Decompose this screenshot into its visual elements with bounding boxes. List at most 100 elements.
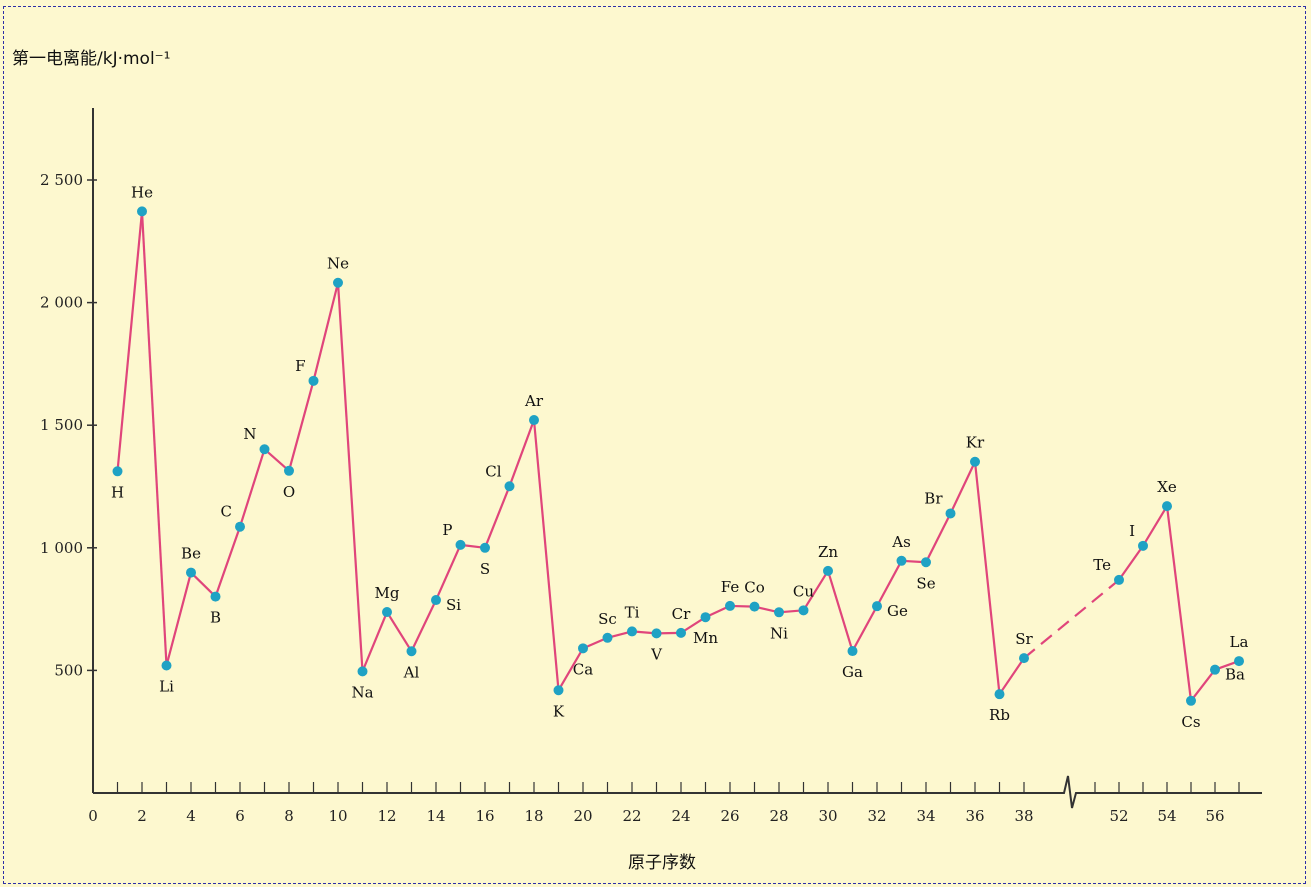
series-segment bbox=[263, 448, 290, 472]
data-label-k: K bbox=[553, 702, 565, 720]
series-segment bbox=[336, 282, 364, 672]
data-label-fe: Fe bbox=[721, 578, 740, 596]
x-tick-label: 38 bbox=[1014, 807, 1033, 825]
data-label-ti: Ti bbox=[625, 603, 640, 621]
data-point-co bbox=[749, 601, 760, 612]
y-tick-label: 500 bbox=[54, 661, 83, 679]
data-label-xe: Xe bbox=[1157, 478, 1177, 496]
series-segment bbox=[998, 657, 1025, 695]
data-label-n: N bbox=[243, 425, 256, 443]
data-point-k bbox=[553, 685, 564, 696]
data-label-ge: Ge bbox=[887, 602, 908, 620]
data-label-zn: Zn bbox=[818, 543, 838, 561]
series-segment bbox=[238, 448, 266, 528]
data-label-f: F bbox=[295, 357, 305, 375]
series-segment bbox=[508, 419, 536, 487]
data-point-al bbox=[406, 646, 417, 657]
data-label-ba: Ba bbox=[1225, 666, 1245, 684]
data-point-cs bbox=[1186, 695, 1196, 706]
series-segment bbox=[949, 461, 976, 514]
series-segment bbox=[826, 570, 854, 652]
series-segment bbox=[851, 605, 878, 652]
data-point-as bbox=[896, 555, 907, 566]
data-label-mn: Mn bbox=[693, 629, 718, 647]
data-label-ar: Ar bbox=[524, 392, 544, 410]
series-segment bbox=[190, 571, 217, 598]
series-segment bbox=[434, 544, 462, 601]
data-label-sr: Sr bbox=[1015, 630, 1033, 648]
series-segment bbox=[140, 211, 168, 666]
data-label-cs: Cs bbox=[1181, 713, 1200, 731]
data-point-n bbox=[259, 444, 270, 455]
series-segment bbox=[1118, 545, 1144, 581]
x-tick-label: 36 bbox=[965, 807, 984, 825]
x-tick-label: 34 bbox=[916, 807, 935, 825]
y-tick-label: 2 000 bbox=[40, 294, 83, 312]
x-tick-label: 20 bbox=[573, 807, 592, 825]
data-point-f bbox=[308, 375, 319, 386]
data-label-ne: Ne bbox=[327, 255, 349, 273]
y-axis-title: 第一电离能/kJ·mol⁻¹ bbox=[12, 49, 170, 69]
series-segment bbox=[361, 611, 389, 672]
series-segment bbox=[532, 419, 560, 691]
y-tick-label: 1 000 bbox=[40, 539, 83, 557]
data-label-br: Br bbox=[924, 489, 943, 507]
data-point-ti bbox=[627, 626, 637, 637]
data-label-al: Al bbox=[403, 663, 420, 681]
data-label-sc: Sc bbox=[598, 610, 617, 628]
y-tick-label: 1 500 bbox=[40, 416, 83, 434]
series-segment bbox=[410, 599, 437, 652]
data-point-li bbox=[161, 660, 172, 671]
data-label-c: C bbox=[221, 503, 232, 521]
data-point-v bbox=[651, 628, 662, 639]
data-point-sc bbox=[602, 632, 613, 643]
data-label-se: Se bbox=[916, 574, 935, 592]
data-point-b bbox=[210, 591, 221, 602]
x-tick-label: 56 bbox=[1205, 807, 1224, 825]
data-point-mn bbox=[700, 612, 711, 623]
data-label-v: V bbox=[650, 645, 663, 663]
series-segment bbox=[214, 526, 242, 597]
data-label-si: Si bbox=[446, 596, 461, 614]
data-point-mg bbox=[382, 607, 392, 618]
data-point-s bbox=[480, 542, 490, 553]
data-point-ca bbox=[578, 643, 588, 654]
data-label-he: He bbox=[131, 183, 153, 201]
data-point-br bbox=[945, 508, 956, 519]
data-point-fe bbox=[725, 600, 735, 611]
series-segment bbox=[165, 572, 193, 666]
data-label-p: P bbox=[442, 521, 452, 539]
data-label-b: B bbox=[210, 609, 221, 627]
data-label-i: I bbox=[1129, 522, 1135, 540]
x-tick-label: 24 bbox=[671, 807, 690, 825]
series-segment bbox=[876, 560, 903, 607]
data-label-ga: Ga bbox=[842, 663, 863, 681]
data-point-i bbox=[1138, 540, 1148, 551]
x-tick-label: 4 bbox=[186, 807, 196, 825]
data-point-rb bbox=[994, 689, 1005, 700]
data-label-o: O bbox=[283, 483, 295, 501]
x-axis-break bbox=[1056, 775, 1262, 809]
data-label-cr: Cr bbox=[672, 605, 691, 623]
data-label-li: Li bbox=[159, 677, 174, 695]
data-point-ne bbox=[333, 277, 343, 288]
series-segment bbox=[802, 570, 829, 611]
x-tick-label: 32 bbox=[867, 807, 886, 825]
x-tick-label: 54 bbox=[1157, 807, 1176, 825]
x-tick-label: 26 bbox=[720, 807, 739, 825]
data-point-na bbox=[357, 666, 368, 677]
data-label-la: La bbox=[1230, 633, 1249, 651]
data-label-as: As bbox=[891, 533, 911, 551]
series-segment bbox=[116, 211, 144, 472]
series-segment bbox=[557, 647, 584, 691]
data-point-si bbox=[431, 595, 441, 606]
series-segment bbox=[1142, 505, 1168, 547]
data-label-rb: Rb bbox=[989, 706, 1010, 724]
data-point-o bbox=[284, 465, 294, 476]
data-point-xe bbox=[1162, 501, 1172, 512]
data-point-h bbox=[112, 466, 123, 477]
data-label-na: Na bbox=[351, 683, 373, 701]
series-segment bbox=[483, 485, 511, 549]
